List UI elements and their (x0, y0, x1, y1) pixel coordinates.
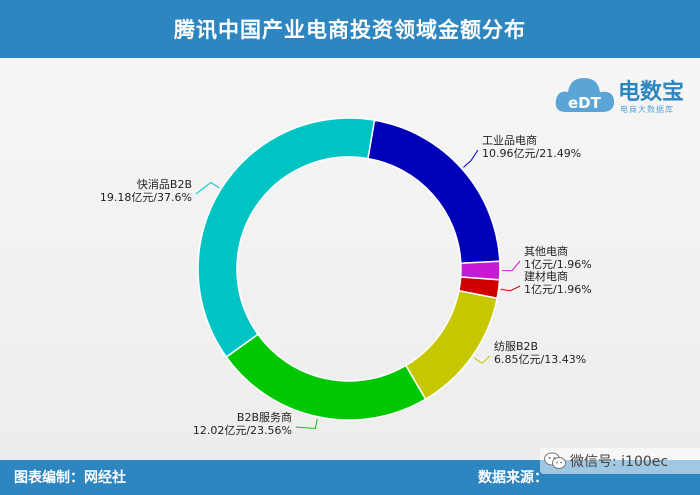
footer-source: 数据来源： (478, 470, 548, 486)
leader-line-6 (195, 181, 220, 195)
logo-sub-text: 电商大数据库 (620, 105, 674, 114)
leader-line-5 (295, 418, 318, 430)
leader-line-2 (501, 260, 521, 272)
slice-4 (404, 289, 499, 401)
footer-bar: 图表编制：网经社 数据来源： (0, 460, 700, 495)
logo-brand-text: 电数宝 (618, 80, 685, 105)
slice-value-label-1: 10.96亿元/21.49% (482, 147, 581, 160)
brand-logo: eDT 电数宝 电商大数据库 (552, 66, 694, 122)
logo-mark-text: eDT (568, 94, 602, 112)
slice-value-label-2: 1亿元/1.96% (524, 258, 592, 271)
slice-name-label-5: B2B服务商 (237, 410, 292, 424)
wechat-icon (544, 452, 566, 469)
wechat-watermark: 微信号: i100ec (540, 448, 700, 474)
slice-value-label-3: 1亿元/1.96% (524, 283, 592, 296)
slice-value-label-4: 6.85亿元/13.43% (494, 353, 586, 366)
header-bar: 腾讯中国产业电商投资领域金额分布 (0, 0, 700, 58)
leader-line-1 (463, 149, 479, 168)
slice-value-label-5: 12.02亿元/23.56% (193, 424, 292, 437)
cloud-logo-icon: eDT (555, 78, 614, 112)
slice-name-label-4: 纺服B2B (494, 339, 538, 353)
slice-name-label-1: 工业品电商 (482, 133, 537, 147)
chart-area: 工业品电商 10.96亿元/21.49% 其他电商 1亿元/1.96% 建材电商 1亿元/… (0, 58, 700, 460)
leader-line-3 (500, 285, 521, 292)
slice-value-label-6: 19.18亿元/37.6% (100, 191, 192, 204)
donut-chart: 工业品电商10.96亿元/21.49%其他电商1亿元/1.96%建材电商1亿元/… (100, 117, 592, 437)
slice-name-label-3: 建材电商 (524, 269, 568, 283)
slice-5 (225, 333, 427, 421)
slice-name-label-2: 其他电商 (524, 244, 568, 258)
slice-6 (197, 117, 376, 359)
page-title: 腾讯中国产业电商投资领域金额分布 (174, 18, 526, 42)
watermark-text: 微信号: i100ec (570, 454, 669, 470)
slice-name-label-6: 快消品B2B (137, 177, 192, 191)
slice-1 (367, 119, 501, 265)
footer-credit: 图表编制：网经社 (14, 470, 126, 486)
leader-line-4 (473, 355, 491, 364)
